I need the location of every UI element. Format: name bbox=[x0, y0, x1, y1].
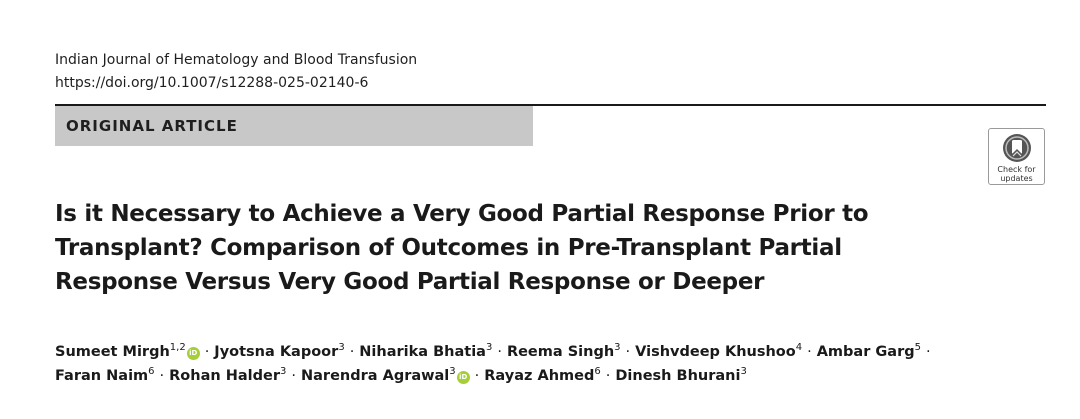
author-name: Vishvdeep Khushoo bbox=[635, 344, 796, 360]
author-affiliation: 3 bbox=[280, 366, 287, 377]
author-separator: · bbox=[605, 368, 611, 384]
author-affiliation: 4 bbox=[795, 342, 803, 353]
author[interactable]: Narendra Agrawal3 iD bbox=[301, 366, 470, 384]
journal-name: Indian Journal of Hematology and Blood T… bbox=[55, 52, 418, 68]
author-separator: · bbox=[291, 368, 296, 384]
author-separator: · bbox=[159, 368, 165, 384]
author-list: Sumeet Mirgh1,2 iD · Jyotsna Kapoor3 · Nihari… bbox=[55, 340, 1045, 388]
author-affiliation: 6 bbox=[594, 366, 601, 377]
title-line-3: Response Versus Very Good Partial Respon… bbox=[55, 269, 765, 295]
check-for-updates-line2: updates bbox=[1000, 174, 1033, 183]
orcid-icon[interactable]: iD bbox=[186, 347, 200, 360]
author-separator: · bbox=[349, 344, 355, 360]
author[interactable]: Rohan Halder3 bbox=[169, 366, 287, 385]
title-line-1: Is it Necessary to Achieve a Very Good P… bbox=[55, 201, 869, 227]
article-title: Is it Necessary to Achieve a Very Good P… bbox=[55, 197, 955, 299]
author-affiliation: 3 bbox=[614, 342, 621, 353]
author-name: Faran Naim bbox=[55, 368, 149, 384]
author-affiliation: 6 bbox=[148, 366, 155, 377]
author-affiliation: 3 bbox=[449, 366, 456, 377]
author-name: Ambar Garg bbox=[816, 344, 915, 360]
author[interactable]: Niharika Bhatia3 bbox=[359, 342, 493, 361]
author-name: Sumeet Mirgh bbox=[55, 344, 170, 360]
check-for-updates-button[interactable]: Check for updates bbox=[988, 128, 1045, 185]
author-line-2: Faran Naim6 · Rohan Halder3 · Narendra Agraw… bbox=[55, 364, 1045, 388]
author-separator: · bbox=[204, 344, 210, 360]
author-affiliation: 1,2 bbox=[169, 342, 186, 353]
author-separator: · bbox=[474, 368, 480, 384]
author[interactable]: Jyotsna Kapoor3 bbox=[214, 342, 345, 361]
author-separator: · bbox=[625, 344, 631, 360]
author-affiliation: 3 bbox=[485, 342, 493, 353]
author[interactable]: Vishvdeep Khushoo4 bbox=[635, 342, 803, 361]
author-name: Dinesh Bhurani bbox=[615, 368, 741, 384]
author-name: Narendra Agrawal bbox=[301, 368, 450, 384]
author[interactable]: Faran Naim6 bbox=[55, 366, 155, 385]
check-for-updates-text: Check for updates bbox=[989, 165, 1044, 183]
author-separator: · bbox=[926, 344, 931, 360]
author-line-1: Sumeet Mirgh1,2 iD · Jyotsna Kapoor3 · Nihari… bbox=[55, 340, 1045, 364]
author-affiliation: 5 bbox=[914, 342, 921, 353]
author-separator: · bbox=[807, 344, 812, 360]
author[interactable]: Dinesh Bhurani3 bbox=[615, 366, 747, 385]
author[interactable]: Rayaz Ahmed6 bbox=[484, 366, 601, 385]
author[interactable]: Sumeet Mirgh1,2 iD bbox=[55, 342, 200, 360]
article-type-banner: ORIGINAL ARTICLE bbox=[55, 106, 533, 146]
author-name: Reema Singh bbox=[506, 344, 615, 360]
author-affiliation: 3 bbox=[740, 366, 747, 377]
author[interactable]: Ambar Garg5 bbox=[816, 342, 921, 361]
author-name: Jyotsna Kapoor bbox=[214, 344, 339, 360]
author-name: Niharika Bhatia bbox=[359, 344, 486, 360]
article-type-label: ORIGINAL ARTICLE bbox=[66, 117, 238, 135]
author-affiliation: 3 bbox=[338, 342, 345, 353]
title-line-2: Transplant? Comparison of Outcomes in Pr… bbox=[55, 235, 842, 261]
author[interactable]: Reema Singh3 bbox=[506, 342, 621, 361]
crossmark-icon bbox=[1003, 134, 1031, 162]
doi-link[interactable]: https://doi.org/10.1007/s12288-025-02140… bbox=[55, 75, 369, 91]
author-name: Rohan Halder bbox=[169, 368, 281, 384]
orcid-icon[interactable]: iD bbox=[456, 371, 470, 384]
check-for-updates-line1: Check for bbox=[997, 165, 1036, 174]
author-name: Rayaz Ahmed bbox=[484, 368, 595, 384]
author-separator: · bbox=[497, 344, 502, 360]
header-rule bbox=[55, 104, 1046, 106]
